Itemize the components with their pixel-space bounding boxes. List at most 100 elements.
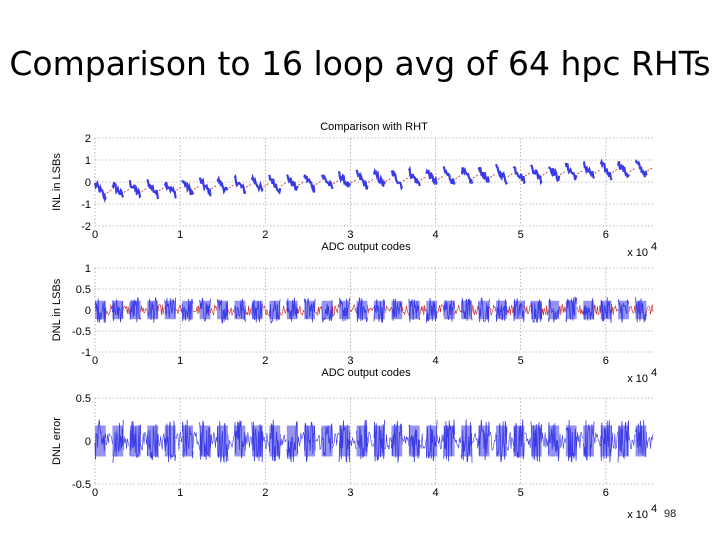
dnl-trace <box>565 295 577 323</box>
dnl-trace <box>286 297 298 322</box>
inl-segment <box>128 180 142 199</box>
dnl-trace <box>373 419 386 462</box>
dnl-band <box>269 425 281 457</box>
dnl-trace <box>216 421 229 463</box>
dnl-band <box>374 425 385 457</box>
gap-trace <box>611 304 619 316</box>
gap-trace <box>105 432 113 446</box>
dnl-trace <box>146 297 159 323</box>
x-multiplier: x 10 <box>627 373 648 385</box>
gap-trace <box>558 303 567 316</box>
dnl-band <box>182 425 193 457</box>
rht-overlay <box>455 175 461 180</box>
dnl-trace <box>338 297 351 322</box>
dnl-trace <box>391 298 403 321</box>
dnl-band <box>251 300 263 320</box>
dnl-band <box>600 300 612 320</box>
rht-overlay <box>333 180 339 185</box>
gap-trace <box>227 307 235 316</box>
x-multiplier-exponent: 4 <box>651 241 657 253</box>
gap-trace <box>506 304 514 316</box>
page-number: 98 <box>664 508 677 520</box>
gap-trace <box>140 305 148 314</box>
inl-segment <box>268 174 282 195</box>
gap-trace <box>576 304 584 315</box>
rht-overlay <box>559 170 566 175</box>
gap-trace <box>245 305 253 316</box>
y-tick-label: 0 <box>85 305 91 317</box>
y-tick-label: -0.5 <box>72 479 91 491</box>
x-tick-label: 2 <box>262 355 268 367</box>
dnl-trace <box>181 298 194 322</box>
inl-segment <box>599 158 613 181</box>
dnl-trace <box>443 419 455 462</box>
y-tick-label: 0.5 <box>76 284 91 296</box>
dnl-trace <box>356 419 368 460</box>
x-multiplier: x 10 <box>627 509 648 521</box>
dnl-trace <box>216 299 229 324</box>
rht-overlay <box>368 178 374 183</box>
gap-trace <box>419 433 427 450</box>
dnl-band <box>339 425 350 457</box>
inl-segment <box>250 173 264 193</box>
x-tick-label: 4 <box>433 229 439 241</box>
gap-trace <box>489 305 497 316</box>
rht-overlay <box>211 185 217 190</box>
inl-segment <box>425 168 438 186</box>
rht-overlay <box>193 185 200 190</box>
rht-overlay <box>402 177 409 182</box>
gap-trace <box>367 431 375 448</box>
rht-overlay <box>123 188 130 193</box>
dnl-band <box>391 425 403 457</box>
gap-trace <box>349 303 357 314</box>
dnl-trace <box>164 420 176 463</box>
gap-trace <box>297 305 305 317</box>
gap-trace <box>157 304 166 316</box>
gap-trace <box>384 304 392 314</box>
y-tick-label: 1 <box>85 155 91 167</box>
gap-trace <box>558 433 567 450</box>
rht-overlay <box>385 178 392 182</box>
dnl-trace <box>269 419 281 462</box>
x-tick-label: 6 <box>603 487 609 499</box>
x-tick-label: 4 <box>433 355 439 367</box>
x-tick-label: 1 <box>177 229 183 241</box>
dnl-trace <box>303 421 316 462</box>
gap-trace <box>541 305 549 316</box>
rht-overlay <box>141 187 148 192</box>
rht-overlay <box>577 170 583 175</box>
y-axis-label: DNL error <box>51 417 63 465</box>
gap-trace <box>140 431 148 451</box>
inl-segment <box>355 169 369 190</box>
dnl-band <box>251 425 263 457</box>
inl-segment <box>582 161 596 179</box>
rht-overlay <box>524 172 531 177</box>
slide-title: Comparison to 16 loop avg of 64 hpc RHTs <box>9 44 711 83</box>
dnl-trace <box>582 420 595 462</box>
dnl-trace <box>321 300 333 323</box>
dnl-band <box>129 300 141 320</box>
dnl-trace <box>530 299 543 323</box>
dnl-trace <box>391 421 403 463</box>
dnl-trace <box>478 297 490 323</box>
dnl-trace <box>286 420 298 463</box>
dnl-trace <box>129 297 142 323</box>
rht-overlay <box>490 173 496 178</box>
inl-segment <box>460 166 474 184</box>
dnl-trace <box>251 421 264 462</box>
inl-segment <box>181 179 195 196</box>
inl-segment <box>163 181 177 199</box>
rht-overlay <box>245 183 252 188</box>
inl-segment <box>198 177 212 197</box>
dnl-band <box>217 300 228 320</box>
dnl-trace <box>164 297 176 319</box>
rht-overlay <box>420 176 427 181</box>
x-tick-label: 2 <box>262 487 268 499</box>
dnl-trace <box>600 297 612 323</box>
chart-title: Comparison with RHT <box>320 121 428 133</box>
y-tick-label: 0 <box>85 436 91 448</box>
dnl-trace <box>617 298 630 323</box>
x-tick-label: 6 <box>603 355 609 367</box>
x-tick-label: 6 <box>603 229 609 241</box>
inl-segment <box>547 166 561 182</box>
